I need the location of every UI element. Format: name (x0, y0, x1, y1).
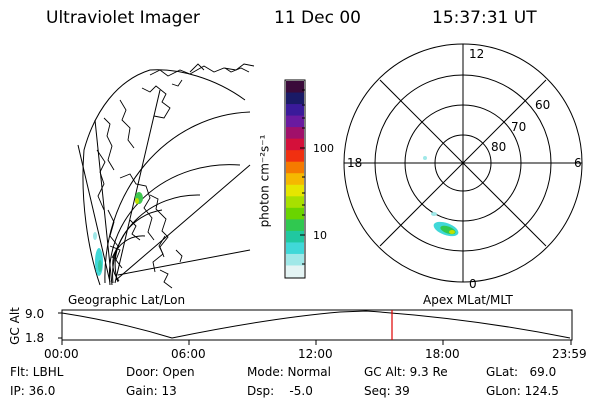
polar-caption: Apex MLat/MLT (423, 293, 513, 307)
lat-label-60: 60 (535, 98, 551, 112)
colorbar-stripe (286, 196, 304, 209)
colorbar-stripe (286, 207, 304, 220)
map-grid (77, 69, 251, 286)
altitude-x-ticks (58, 312, 572, 345)
colorbar-gradient (286, 81, 304, 278)
status-gc-alt: GC Alt: 9.3 Re (364, 365, 448, 379)
colorbar-stripe (286, 92, 304, 105)
status-dsp: Dsp: -5.0 (247, 384, 313, 398)
colorbar-stripe (286, 184, 304, 197)
date-label: 11 Dec 00 (274, 8, 361, 28)
status-ip: IP: 36.0 (10, 384, 56, 398)
status-glat: GLat: 69.0 (486, 365, 557, 379)
altitude-frame (61, 309, 573, 341)
colorbar-stripe (286, 265, 304, 278)
mlt-label-18: 18 (347, 156, 363, 170)
polar-grid (343, 43, 583, 283)
mlt-label-12: 12 (469, 47, 485, 61)
altitude-curve (61, 310, 571, 339)
altitude-axis-label: GC Alt (7, 307, 22, 345)
colorbar-stripe (286, 161, 304, 174)
x-tick-1800: 18:00 (425, 347, 460, 361)
x-tick-2359: 23:59 (552, 347, 587, 361)
colorbar-stripe (286, 230, 304, 243)
colorbar-stripe (286, 253, 304, 266)
status-gain: Gain: 13 (126, 384, 177, 398)
colorbar-stripe (286, 173, 304, 186)
colorbar-stripe (286, 138, 304, 151)
colorbar-stripe (286, 81, 304, 94)
colorbar-unit-label: photon cm⁻²s⁻¹ (257, 134, 272, 228)
x-tick-0600: 06:00 (171, 347, 206, 361)
colorbar-stripe (286, 127, 304, 140)
instrument-title: Ultraviolet Imager (46, 8, 200, 28)
colorbar-stripe (286, 104, 304, 117)
altitude-y-tick-low: 1.8 (25, 331, 45, 345)
colorbar-frame (284, 79, 306, 279)
x-tick-1200: 12:00 (298, 347, 333, 361)
status-seq: Seq: 39 (364, 384, 410, 398)
colorbar-stripe (286, 219, 304, 232)
altitude-y-tick-high: 9.0 (25, 307, 45, 321)
map-aurora (93, 192, 143, 276)
status-flt: Flt: LBHL (10, 365, 64, 379)
mlt-label-0: 0 (469, 277, 477, 291)
status-glon: GLon: 124.5 (486, 384, 559, 398)
colorbar-stripe (286, 150, 304, 163)
colorbar-ticks (300, 89, 305, 265)
geographic-caption: Geographic Lat/Lon (68, 293, 186, 307)
colorbar-tick-10: 10 (313, 229, 327, 242)
lat-label-70: 70 (511, 120, 527, 134)
colorbar-stripe (286, 115, 304, 128)
polar-aurora (423, 156, 459, 237)
time-label: 15:37:31 UT (432, 8, 537, 28)
mlt-label-6: 6 (574, 156, 582, 170)
status-mode: Mode: Normal (247, 365, 331, 379)
lat-label-80: 80 (491, 140, 507, 154)
colorbar-tick-100: 100 (313, 142, 334, 155)
colorbar-stripe (286, 242, 304, 255)
coastlines (96, 63, 255, 289)
x-tick-0000: 00:00 (44, 347, 79, 361)
status-door: Door: Open (126, 365, 195, 379)
